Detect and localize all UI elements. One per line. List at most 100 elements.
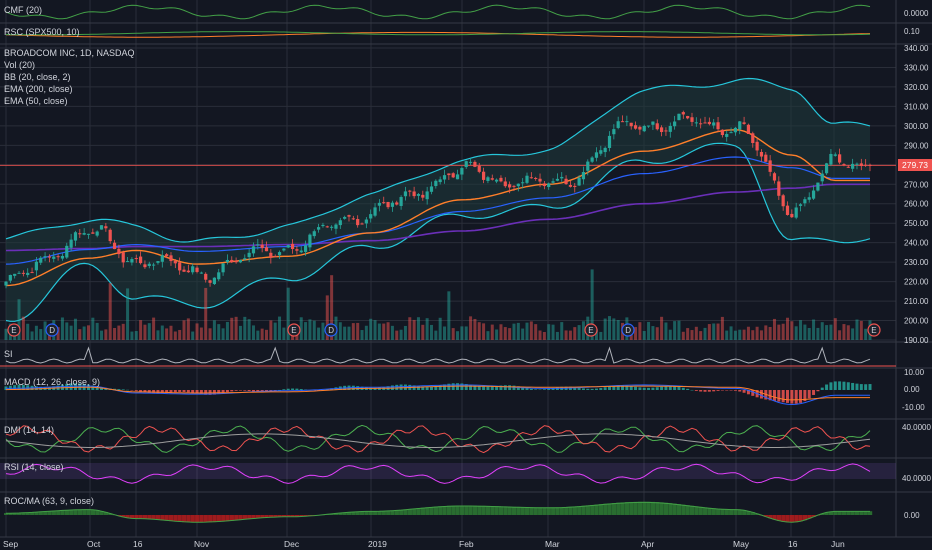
candle-body xyxy=(464,161,468,168)
candle-body xyxy=(794,207,798,218)
candle-body xyxy=(824,163,829,174)
candle-body xyxy=(655,123,659,130)
roc-histogram-bar xyxy=(516,506,521,515)
macd-histogram-bar xyxy=(738,390,742,392)
roc-histogram-bar xyxy=(598,504,604,515)
macd-histogram-bar xyxy=(173,390,177,393)
volume-bar xyxy=(360,330,364,340)
volume-bar xyxy=(100,330,104,340)
roc-histogram-bar xyxy=(346,512,352,515)
dmi-minus-line xyxy=(5,425,871,454)
candle-body xyxy=(803,199,807,204)
macd-histogram-bar xyxy=(139,390,143,392)
candle-body xyxy=(138,256,143,264)
candle-body xyxy=(86,233,91,235)
si-label: SI xyxy=(4,349,13,359)
roc-histogram-bar xyxy=(17,512,22,515)
volume-bar xyxy=(451,328,455,340)
candle-body xyxy=(217,272,221,280)
candle-body xyxy=(460,168,464,175)
event-marker-earnings: E xyxy=(7,323,21,337)
roc-histogram-bar xyxy=(299,515,304,517)
roc-histogram-bar xyxy=(494,506,499,515)
candle-body xyxy=(668,125,672,132)
roc-pane[interactable] xyxy=(4,501,873,523)
roc-histogram-bar xyxy=(794,515,799,523)
volume-bar xyxy=(768,327,772,340)
macd-histogram-bar xyxy=(291,388,295,390)
macd-histogram-bar xyxy=(126,389,130,391)
adx-line xyxy=(5,433,871,448)
volume-bar xyxy=(694,326,698,340)
volume-bar xyxy=(65,322,69,340)
dmi-pane[interactable] xyxy=(5,424,871,454)
roc-histogram-bar xyxy=(538,507,543,515)
macd-tick-2: 0.00 xyxy=(904,385,920,394)
time-axis-label: Dec xyxy=(284,539,300,549)
macd-histogram-bar xyxy=(469,384,473,390)
volume-bar xyxy=(607,316,611,340)
rsc-pane[interactable] xyxy=(5,31,871,38)
volume-bar xyxy=(560,322,564,340)
macd-pane[interactable] xyxy=(4,381,872,406)
candle-body xyxy=(238,260,243,263)
roc-histogram-bar xyxy=(776,515,782,521)
macd-histogram-bar xyxy=(78,383,82,390)
volume-bar xyxy=(647,321,651,340)
roc-histogram-bar xyxy=(60,510,65,515)
candle-body xyxy=(95,231,99,236)
dmi-tick: 40.0000 xyxy=(902,423,931,432)
volume-bar xyxy=(764,325,768,340)
event-marker-label: D xyxy=(625,326,631,335)
si-pane[interactable] xyxy=(0,346,896,367)
candle-body xyxy=(508,184,512,188)
volume-bar xyxy=(833,318,837,340)
macd-histogram-bar xyxy=(716,390,720,391)
roc-histogram-bar xyxy=(268,515,274,518)
candle-body xyxy=(147,263,151,267)
roc-histogram-bar xyxy=(103,512,109,515)
roc-histogram-bar xyxy=(147,515,152,520)
volume-bar xyxy=(199,327,203,340)
macd-histogram-bar xyxy=(100,387,104,390)
candle-body xyxy=(807,197,811,200)
roc-histogram-bar xyxy=(507,506,512,515)
event-marker-dividend: D xyxy=(45,323,59,337)
macd-histogram-bar xyxy=(195,390,199,394)
macd-histogram-bar xyxy=(134,390,138,391)
price-tick-label: 210.00 xyxy=(904,297,929,306)
macd-histogram-bar xyxy=(512,385,516,390)
roc-histogram-bar xyxy=(412,508,417,515)
roc-histogram-bar xyxy=(129,515,135,519)
volume-bar xyxy=(152,317,156,340)
volume-bar xyxy=(169,325,173,340)
candle-body xyxy=(208,280,212,283)
roc-histogram-bar xyxy=(407,508,412,515)
candle-body xyxy=(703,122,707,124)
time-axis[interactable]: Sep Oct 16 Nov Dec 2019 Feb Mar Apr May 16 Jun xyxy=(3,539,845,549)
candle-body xyxy=(104,226,108,229)
candle-body xyxy=(373,207,377,216)
volume-bar xyxy=(677,320,681,340)
price-tick-label: 190.00 xyxy=(904,336,929,345)
volume-bar xyxy=(681,331,685,340)
cmf-pane[interactable] xyxy=(5,4,871,20)
candle-body xyxy=(334,224,338,229)
time-axis-label: 2019 xyxy=(368,539,387,549)
candle-body xyxy=(686,115,690,119)
volume-bar xyxy=(655,327,659,340)
legend-ema50: EMA (50, close) xyxy=(4,96,68,106)
roc-histogram-bar xyxy=(142,515,148,519)
candle-body xyxy=(30,272,34,274)
price-pane[interactable] xyxy=(0,77,896,341)
rsi-pane[interactable] xyxy=(0,463,896,484)
volume-bar xyxy=(386,322,390,340)
candle-body xyxy=(399,197,403,206)
candle-body xyxy=(117,248,121,255)
macd-histogram-bar xyxy=(772,390,776,401)
macd-histogram-bar xyxy=(551,387,555,390)
candle-body xyxy=(742,122,746,124)
macd-histogram-bar xyxy=(421,386,425,390)
